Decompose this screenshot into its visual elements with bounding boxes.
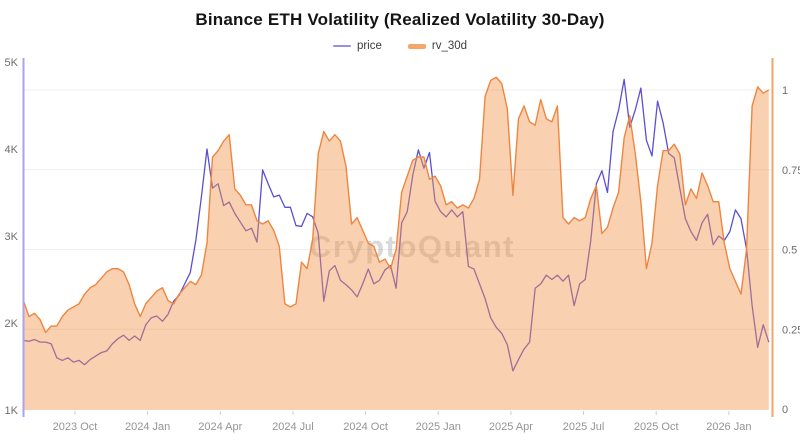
y-right-tick-label: 0.25 (782, 324, 800, 336)
cryptoquant-watermark: CryptoQuant (309, 229, 515, 264)
y-left-tick-label: 1K (5, 405, 19, 417)
y-right-tick-label: 1 (782, 85, 788, 97)
y-left-tick-label: 5K (5, 57, 19, 69)
x-tick-label: 2025 Jan (416, 421, 461, 433)
legend-price-label: price (356, 40, 382, 52)
y-left-tick-label: 4K (5, 144, 19, 156)
y-left-tick-label: 3K (5, 231, 19, 243)
price-series-line[interactable] (23, 78, 770, 372)
legend-item-rv30d[interactable]: rv_30d (407, 40, 468, 52)
y-right-tick-label: 0.5 (782, 245, 797, 257)
y-right-tick-label: 0 (782, 404, 788, 416)
x-tick-label: 2023 Oct (53, 421, 98, 433)
y-axis-right-labels: 0 0.25 0.5 0.75 1 (782, 85, 800, 416)
x-axis-labels: 2023 Oct 2024 Jan 2024 Apr 2024 Jul 2024 Oct… (53, 411, 751, 433)
x-tick-label: 2024 Jan (125, 421, 170, 433)
x-tick-label: 2024 Oct (343, 421, 388, 433)
chart-legend: price rv_30d (0, 38, 800, 54)
rv30d-area-edge (22, 76, 770, 334)
y-axis-left-labels: 1K 2K 3K 4K 5K (5, 57, 19, 417)
chart-title: Binance ETH Volatility (Realized Volatil… (195, 10, 605, 29)
price-line-marker-icon (332, 44, 351, 48)
rv30d-area-fill[interactable] (23, 77, 769, 411)
rv30d-area-marker-icon (407, 43, 426, 49)
x-tick-label: 2025 Apr (489, 421, 533, 433)
x-tick-label: 2026 Jan (706, 421, 751, 433)
y-right-tick-label: 0.75 (782, 165, 800, 177)
legend-rv30d-label: rv_30d (431, 40, 468, 52)
x-tick-label: 2024 Apr (198, 421, 242, 433)
x-tick-label: 2025 Jul (563, 421, 605, 433)
legend-item-price[interactable]: price (332, 40, 382, 52)
x-tick-label: 2025 Oct (634, 421, 679, 433)
gridlines (23, 89, 773, 330)
x-tick-label: 2024 Jul (272, 421, 314, 433)
y-left-tick-label: 2K (5, 318, 19, 330)
